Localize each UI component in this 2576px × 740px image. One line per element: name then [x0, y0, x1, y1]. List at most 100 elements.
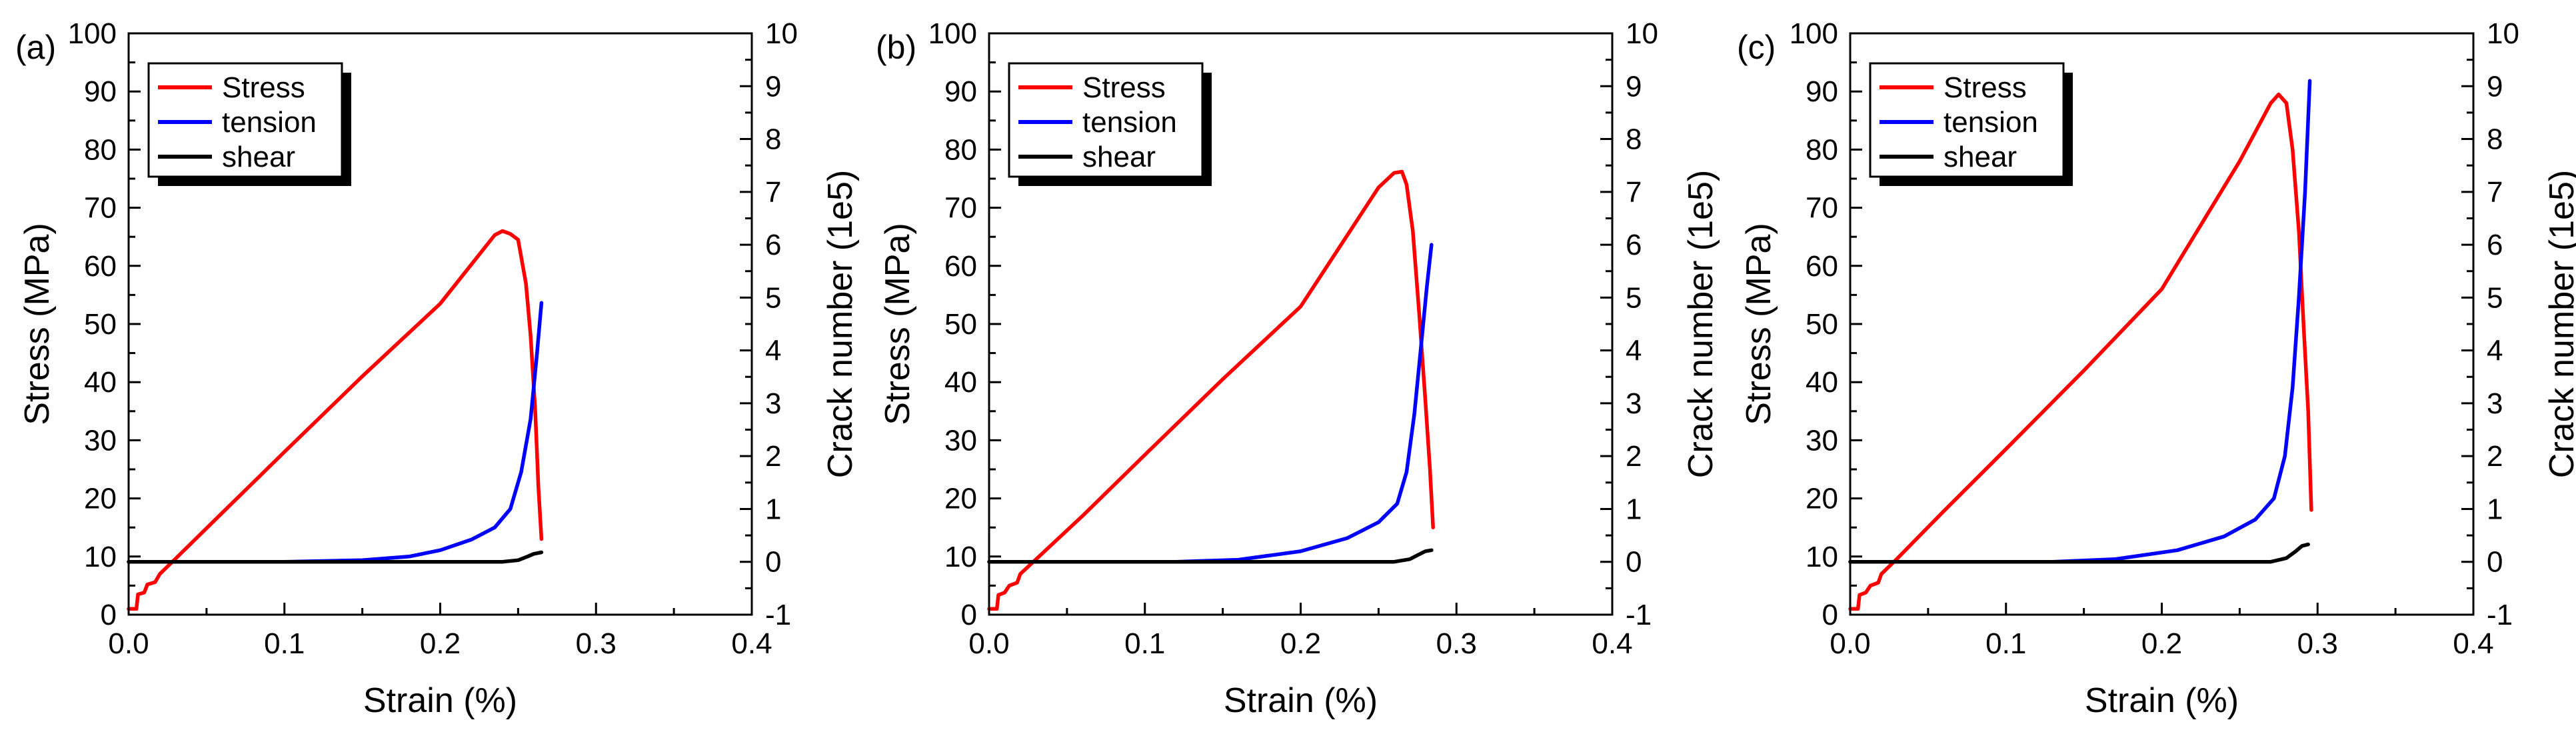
y2-tick-label: 9 [765, 70, 781, 103]
y2-tick-label: 6 [2487, 229, 2503, 261]
y2-tick-label: 4 [1626, 335, 1642, 367]
x-axis-title: Strain (%) [1224, 681, 1378, 720]
y2-tick-label: 3 [2487, 387, 2503, 420]
y-tick-label: 80 [1806, 133, 1838, 166]
y2-tick-label: 9 [2487, 70, 2503, 103]
y2-tick-label: 3 [765, 387, 781, 420]
y-tick-label: 50 [944, 308, 977, 341]
y-tick-label: 90 [944, 75, 977, 108]
y2-tick-label: 0 [765, 546, 781, 579]
series-line-tension [1848, 79, 2312, 564]
y-tick-label: 20 [1806, 483, 1838, 515]
chart-panel-2: 0.0 0.1 0.2 0.3 0.4 0 10 20 30 40 50 60 70 80 90 100 -1 0… [876, 17, 1720, 720]
legend-label-shear: shear [1082, 141, 1156, 173]
x-tick-label: 0.1 [264, 627, 305, 660]
y2-tick-label: 0 [2487, 546, 2503, 579]
y2-tick-label: 7 [1626, 176, 1642, 209]
x-axis-title: Strain (%) [2085, 681, 2239, 720]
y-tick-label: 40 [84, 366, 117, 399]
legend-label-tension: tension [1082, 106, 1177, 139]
y-tick-label: 100 [68, 17, 117, 50]
y2-tick-label: 7 [2487, 176, 2503, 209]
series-line-Stress [1848, 92, 2313, 611]
y2-tick-label: 5 [765, 281, 781, 314]
y2-tick-label: 3 [1626, 387, 1642, 420]
y2-tick-label: 8 [1626, 123, 1642, 156]
series-line-Stress [987, 169, 1435, 611]
y2-tick-label: 2 [2487, 440, 2503, 473]
y-tick-label: 40 [1806, 366, 1838, 399]
y2-tick-label: 6 [765, 229, 781, 261]
y-tick-label: 0 [1822, 599, 1838, 631]
y-tick-label: 80 [84, 133, 117, 166]
y2-tick-label: -1 [765, 599, 791, 631]
y-tick-label: 30 [84, 424, 117, 457]
y2-tick-label: 6 [1626, 229, 1642, 261]
y2-tick-label: 0 [1626, 546, 1642, 579]
y-tick-label: 20 [84, 483, 117, 515]
x-tick-label: 0.0 [1830, 627, 1870, 660]
x-tick-label: 0.0 [968, 627, 1009, 660]
panel-label: (b) [876, 29, 916, 66]
chart-panel-3: 0.0 0.1 0.2 0.3 0.4 0 10 20 30 40 50 60 70 80 90 100 -1 0… [1737, 17, 2576, 720]
series-line-shear [987, 548, 1434, 564]
y2-tick-label: 7 [765, 176, 781, 209]
legend-label-tension: tension [222, 106, 317, 139]
y-tick-label: 70 [1806, 192, 1838, 225]
y2-axis-title: Crack number (1e5) [1682, 170, 1720, 478]
y2-axis-title: Crack number (1e5) [821, 170, 860, 478]
x-tick-label: 0.3 [2297, 627, 2338, 660]
y-tick-label: 70 [84, 192, 117, 225]
y-tick-label: 80 [944, 133, 977, 166]
series-group [987, 169, 1435, 611]
x-tick-label: 0.0 [108, 627, 149, 660]
x-tick-label: 0.1 [1985, 627, 2026, 660]
legend-label-shear: shear [222, 141, 295, 173]
series-group [1848, 79, 2313, 611]
legend-label-Stress: Stress [222, 71, 305, 104]
x-tick-label: 0.4 [731, 627, 772, 660]
series-group [127, 229, 544, 611]
y2-tick-label: 10 [765, 17, 798, 50]
y2-tick-label: -1 [1626, 599, 1652, 631]
y-axis-title: Stress (MPa) [18, 223, 57, 425]
y2-tick-label: 1 [1626, 493, 1642, 525]
y2-tick-label: 4 [765, 335, 781, 367]
y-tick-label: 50 [84, 308, 117, 341]
legend-label-tension: tension [1943, 106, 2038, 139]
x-tick-label: 0.3 [576, 627, 617, 660]
y-tick-label: 50 [1806, 308, 1838, 341]
y2-tick-label: 5 [2487, 281, 2503, 314]
legend-label-shear: shear [1943, 141, 2017, 173]
y-tick-label: 100 [1790, 17, 1838, 50]
series-line-tension [987, 243, 1434, 564]
y-tick-label: 20 [944, 483, 977, 515]
y-tick-label: 90 [84, 75, 117, 108]
y2-tick-label: 1 [765, 493, 781, 525]
y-tick-label: 60 [944, 250, 977, 283]
legend-label-Stress: Stress [1082, 71, 1166, 104]
y-axis-title: Stress (MPa) [1740, 223, 1778, 425]
y2-tick-label: 1 [2487, 493, 2503, 525]
y2-tick-label: -1 [2487, 599, 2513, 631]
legend-label-Stress: Stress [1943, 71, 2027, 104]
x-axis-title: Strain (%) [363, 681, 517, 720]
y-tick-label: 30 [1806, 424, 1838, 457]
y2-tick-label: 8 [765, 123, 781, 156]
x-tick-label: 0.4 [2453, 627, 2493, 660]
series-line-Stress [127, 229, 544, 611]
panel-label: (a) [15, 29, 56, 66]
chart-panel-1: 0.0 0.1 0.2 0.3 0.4 0 10 20 30 40 50 60 70 80 90 100 -1 0… [15, 17, 860, 720]
y-tick-label: 10 [84, 541, 117, 573]
x-tick-label: 0.1 [1124, 627, 1165, 660]
panel-label: (c) [1737, 29, 1776, 66]
y-tick-label: 0 [961, 599, 977, 631]
x-tick-label: 0.3 [1436, 627, 1477, 660]
y2-tick-label: 2 [1626, 440, 1642, 473]
y-tick-label: 60 [84, 250, 117, 283]
